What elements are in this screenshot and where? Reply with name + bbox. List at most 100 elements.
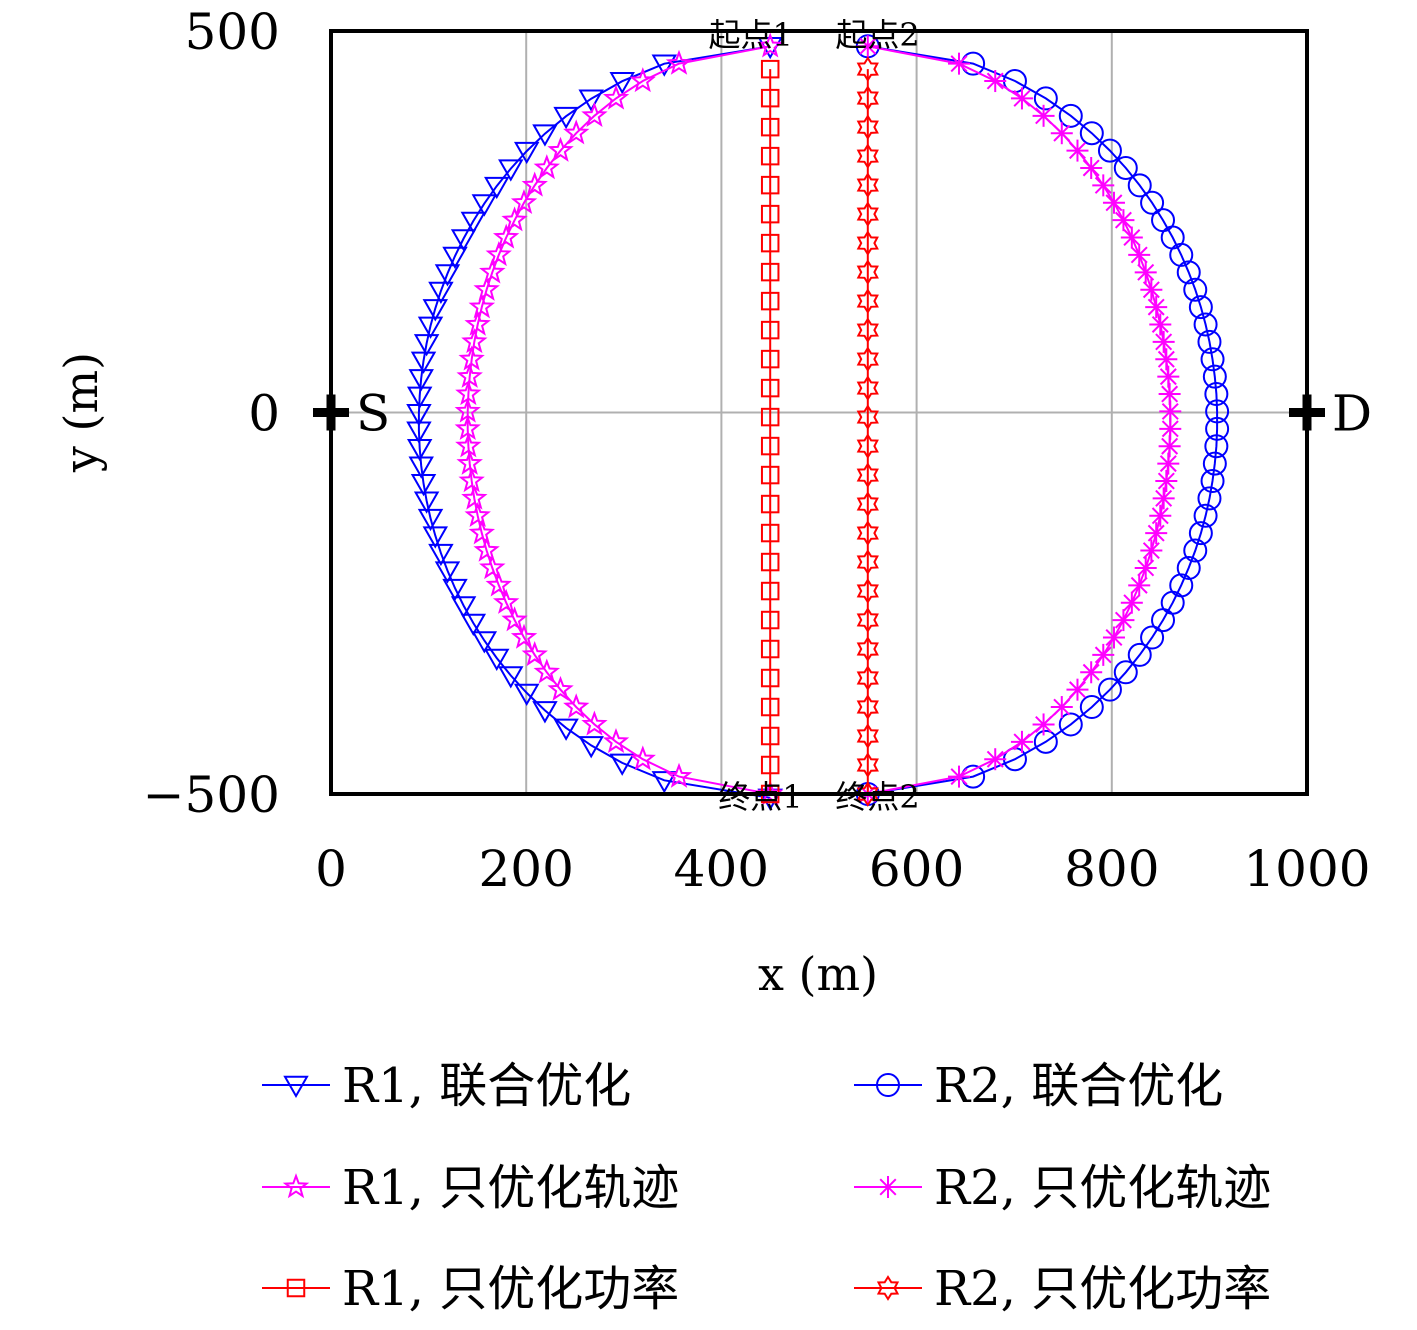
marker-asterisk (1159, 455, 1177, 473)
series-3 (454, 32, 784, 806)
marker-pentagram (458, 345, 485, 371)
marker-asterisk (1053, 698, 1071, 716)
marker-circle (1058, 712, 1083, 737)
marker-asterisk (1147, 524, 1165, 542)
marker-hexagram (856, 143, 879, 169)
marker-asterisk (1068, 681, 1086, 699)
marker-triangle (484, 176, 510, 200)
marker-hexagram (856, 172, 879, 198)
x-axis-label: x (m) (758, 947, 878, 1001)
marker-square (760, 146, 780, 166)
marker-square (286, 1278, 306, 1298)
marker-circle (1033, 86, 1058, 111)
marker-circle (1097, 677, 1122, 702)
marker-asterisk (1161, 402, 1179, 420)
marker-asterisk (1013, 733, 1031, 751)
marker-pentagram (479, 258, 506, 284)
marker-hexagram (876, 1275, 900, 1301)
marker-triangle (408, 369, 434, 392)
marker-asterisk (1151, 316, 1169, 333)
marker-triangle (460, 211, 487, 235)
marker-triangle (471, 631, 498, 654)
legend-item: R2, 只优化轨迹 (854, 1160, 1271, 1216)
marker-asterisk (1035, 715, 1053, 733)
marker-triangle (408, 456, 434, 479)
marker-pentagram (602, 727, 630, 753)
marker-circle (1205, 416, 1230, 441)
marker-triangle (460, 613, 487, 637)
marker-pentagram (756, 32, 784, 58)
marker-asterisk (1114, 611, 1132, 629)
marker-triangle (406, 386, 433, 409)
marker-triangle (410, 473, 437, 497)
y-tick-label: 0 (248, 385, 280, 443)
marker-circle (1197, 486, 1222, 511)
marker-pentagram (456, 449, 483, 475)
marker-square (760, 465, 780, 485)
marker-asterisk (1151, 507, 1169, 525)
marker-pentagram (455, 380, 482, 406)
series-4 (856, 35, 1182, 805)
marker-triangle (532, 124, 558, 147)
marker-asterisk (1068, 142, 1086, 160)
marker-square (760, 117, 780, 137)
marker-pentagram (629, 67, 656, 93)
marker-hexagram (856, 607, 879, 633)
legend-item: R2, 只优化功率 (854, 1261, 1271, 1317)
marker-pentagram (456, 362, 483, 388)
marker-circle (1113, 660, 1138, 685)
marker-asterisk (1161, 420, 1179, 438)
legend-item: R1, 联合优化 (262, 1058, 631, 1114)
marker-triangle (553, 718, 579, 741)
marker-asterisk (1161, 437, 1179, 455)
annotation-label: 终点2 (835, 778, 919, 816)
marker-pentagram (510, 188, 538, 215)
marker-triangle (532, 701, 558, 724)
marker-square (760, 494, 780, 514)
series-line (417, 45, 771, 799)
marker-square (760, 407, 780, 427)
marker-square (760, 262, 780, 282)
annotation-label: 起点2 (835, 16, 919, 54)
legend-item: R1, 只优化轨迹 (262, 1160, 679, 1216)
marker-triangle (406, 421, 432, 444)
marker-square (760, 291, 780, 311)
marker-hexagram (856, 520, 879, 546)
marker-asterisk (1094, 646, 1112, 664)
marker-triangle (484, 648, 510, 672)
marker-pentagram (563, 693, 590, 719)
marker-circle (1113, 155, 1138, 180)
series-line (867, 45, 1172, 795)
legend-label: R2, 只优化轨迹 (934, 1160, 1271, 1216)
marker-asterisk (1105, 194, 1123, 212)
marker-triangle (406, 404, 432, 427)
marker-circle (1202, 451, 1227, 476)
marker-hexagram (856, 317, 879, 343)
marker-square (760, 349, 780, 369)
marker-asterisk (1157, 472, 1175, 490)
legend-label: R2, 联合优化 (934, 1058, 1223, 1114)
marker-triangle (450, 229, 477, 252)
marker-asterisk (950, 55, 968, 73)
marker-pentagram (547, 675, 574, 701)
marker-pentagram (479, 554, 506, 580)
x-tick-label: 0 (315, 840, 347, 898)
marker-square (760, 233, 780, 253)
marker-pentagram (501, 606, 528, 632)
marker-hexagram (856, 346, 879, 372)
marker-hexagram (856, 723, 879, 749)
marker-hexagram (856, 636, 879, 662)
marker-pentagram (468, 293, 496, 319)
marker-asterisk (1157, 350, 1175, 368)
legend-label: R1, 只优化功率 (342, 1261, 679, 1317)
marker-circle (1204, 434, 1229, 459)
marker-triangle (442, 578, 468, 602)
marker-asterisk (1123, 229, 1141, 247)
marker-asterisk (859, 37, 877, 55)
marker-circle (1033, 729, 1058, 754)
marker-asterisk (1142, 281, 1160, 299)
y-axis-label: y (m) (54, 352, 108, 473)
marker-circle (1097, 138, 1122, 163)
legend-label: R1, 只优化轨迹 (342, 1160, 679, 1216)
annotations: 起点1 起点2 终点1 终点2 (708, 16, 919, 816)
